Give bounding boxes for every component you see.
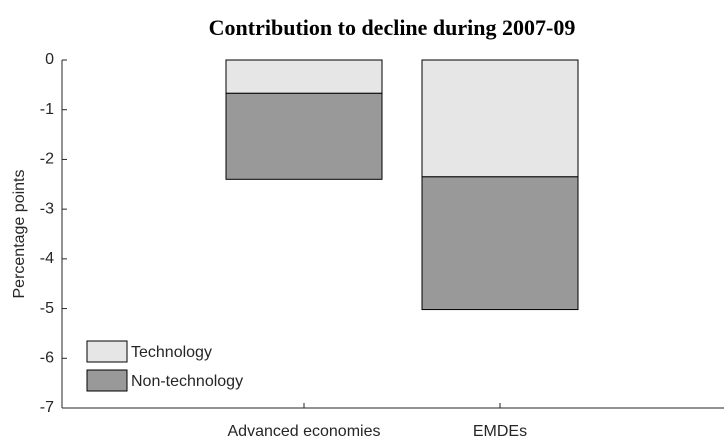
y-axis-label: Percentage points: [11, 170, 28, 299]
y-tick-label: -6: [40, 350, 54, 367]
y-tick-label: -1: [40, 101, 54, 118]
legend-label: Technology: [131, 344, 212, 361]
y-tick-label: -3: [40, 200, 54, 217]
bar: [421, 59, 579, 178]
legend-swatch: [86, 369, 128, 392]
legend-swatch: [86, 340, 128, 363]
legend-label: Non-technology: [131, 373, 243, 390]
x-tick-label: EMDEs: [473, 423, 527, 440]
bar: [225, 59, 383, 94]
chart-title: Contribution to decline during 2007-09: [209, 15, 576, 40]
y-tick-label: -7: [40, 399, 54, 416]
y-tick-label: -4: [40, 250, 54, 267]
x-tick-label: Advanced economies: [228, 423, 381, 440]
y-tick-label: -2: [40, 151, 54, 168]
bar: [421, 176, 579, 311]
bar: [225, 92, 383, 180]
y-tick-label: 0: [45, 51, 54, 68]
y-tick-label: -5: [40, 300, 54, 317]
